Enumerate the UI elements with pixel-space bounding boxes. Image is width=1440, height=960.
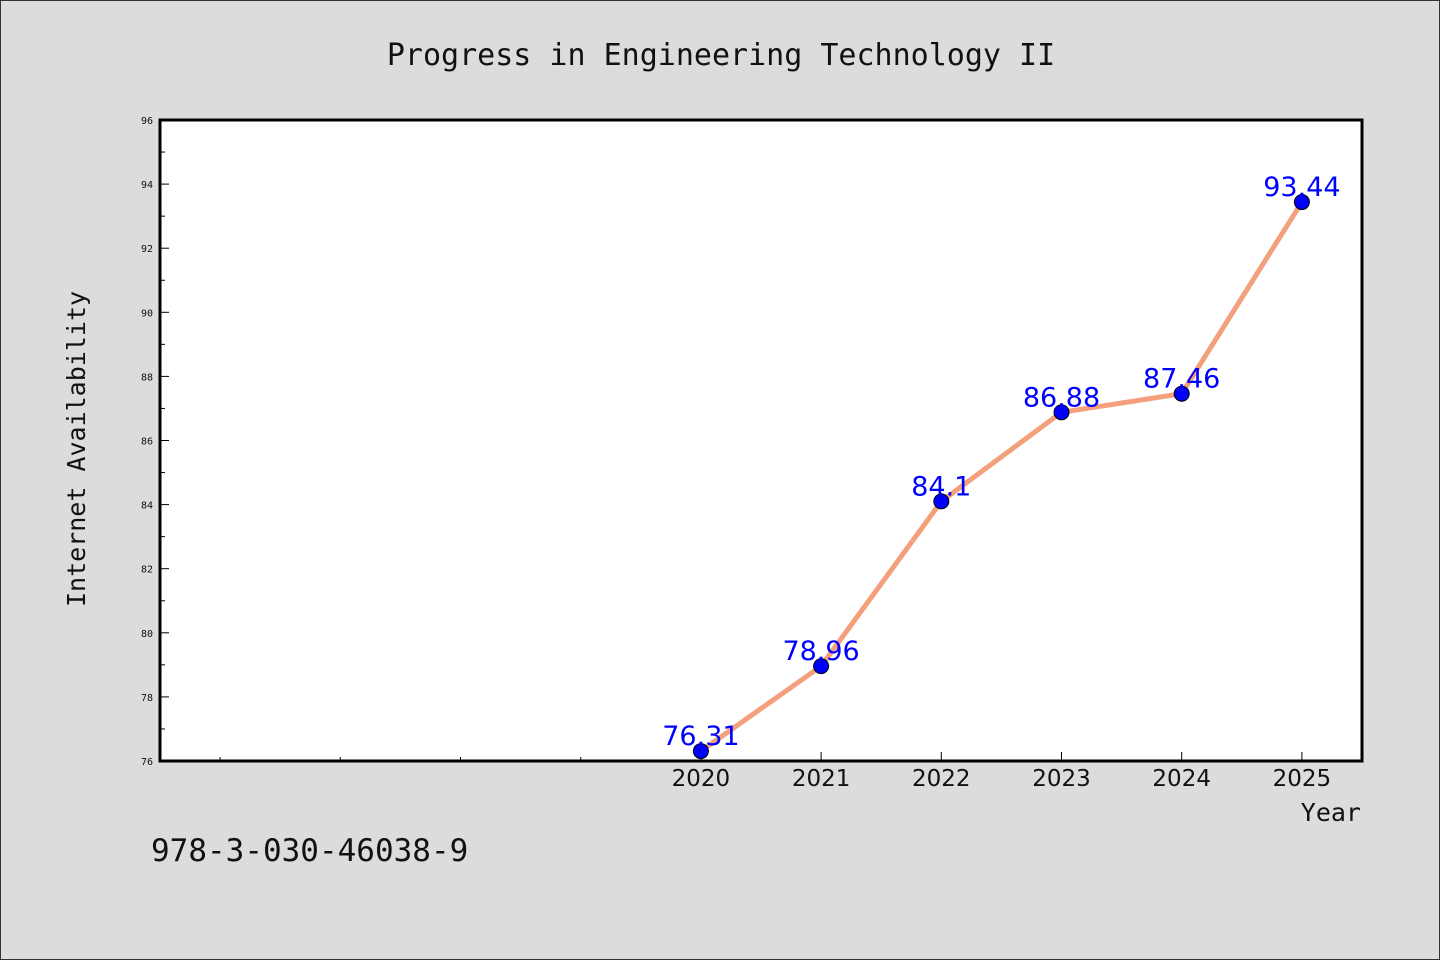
- y-tick-label: 80: [141, 629, 153, 640]
- y-tick-label: 96: [141, 116, 153, 127]
- y-tick-label: 90: [141, 308, 153, 319]
- x-tick-label: 2023: [1032, 766, 1091, 792]
- data-label: 84.1: [911, 471, 971, 502]
- y-tick-label: 88: [141, 372, 153, 383]
- data-point-marker: [813, 658, 830, 675]
- data-label: 86.88: [1023, 382, 1100, 413]
- x-axis-ticks: 2020 2021 2022 2023 2024 2025: [219, 752, 1332, 792]
- y-tick-label: 92: [141, 244, 153, 255]
- data-label: 93.44: [1263, 172, 1340, 203]
- y-tick-label: 86: [141, 437, 153, 448]
- isbn-label: 978-3-030-46038-9: [151, 833, 469, 869]
- y-tick-label: 82: [141, 565, 153, 576]
- data-point-marker: [1053, 404, 1070, 421]
- y-tick-label: 84: [141, 501, 153, 512]
- data-label: 76.31: [662, 721, 739, 752]
- x-axis-title: Year: [1301, 798, 1361, 827]
- data-point-marker: [692, 743, 709, 760]
- x-tick-label: 2025: [1273, 766, 1332, 792]
- series-line: [698, 199, 1305, 754]
- data-point-marker: [1173, 385, 1190, 402]
- x-tick-label: 2020: [672, 766, 731, 792]
- y-tick-label: 78: [141, 693, 153, 704]
- series-layer: [692, 194, 1310, 760]
- y-axis-title: Internet Availability: [62, 291, 91, 607]
- x-tick-label: 2022: [912, 766, 971, 792]
- chart-title: Progress in Engineering Technology II: [387, 38, 1055, 73]
- plot-area: [158, 118, 1364, 763]
- x-tick-label: 2021: [792, 766, 851, 792]
- y-tick-label: 76: [141, 757, 153, 768]
- y-tick-label: 94: [141, 180, 153, 191]
- data-label-layer: 76.31 78.96 84.1 86.88 87.46 93.44: [662, 172, 1340, 752]
- data-label: 87.46: [1143, 364, 1220, 395]
- y-axis-ticks: 76 78 80 82 84 86 88 90 92 94 96: [141, 116, 169, 768]
- x-tick-label: 2024: [1152, 766, 1211, 792]
- data-point-marker: [933, 493, 950, 510]
- data-label: 78.96: [782, 636, 859, 667]
- data-point-marker: [1293, 194, 1310, 211]
